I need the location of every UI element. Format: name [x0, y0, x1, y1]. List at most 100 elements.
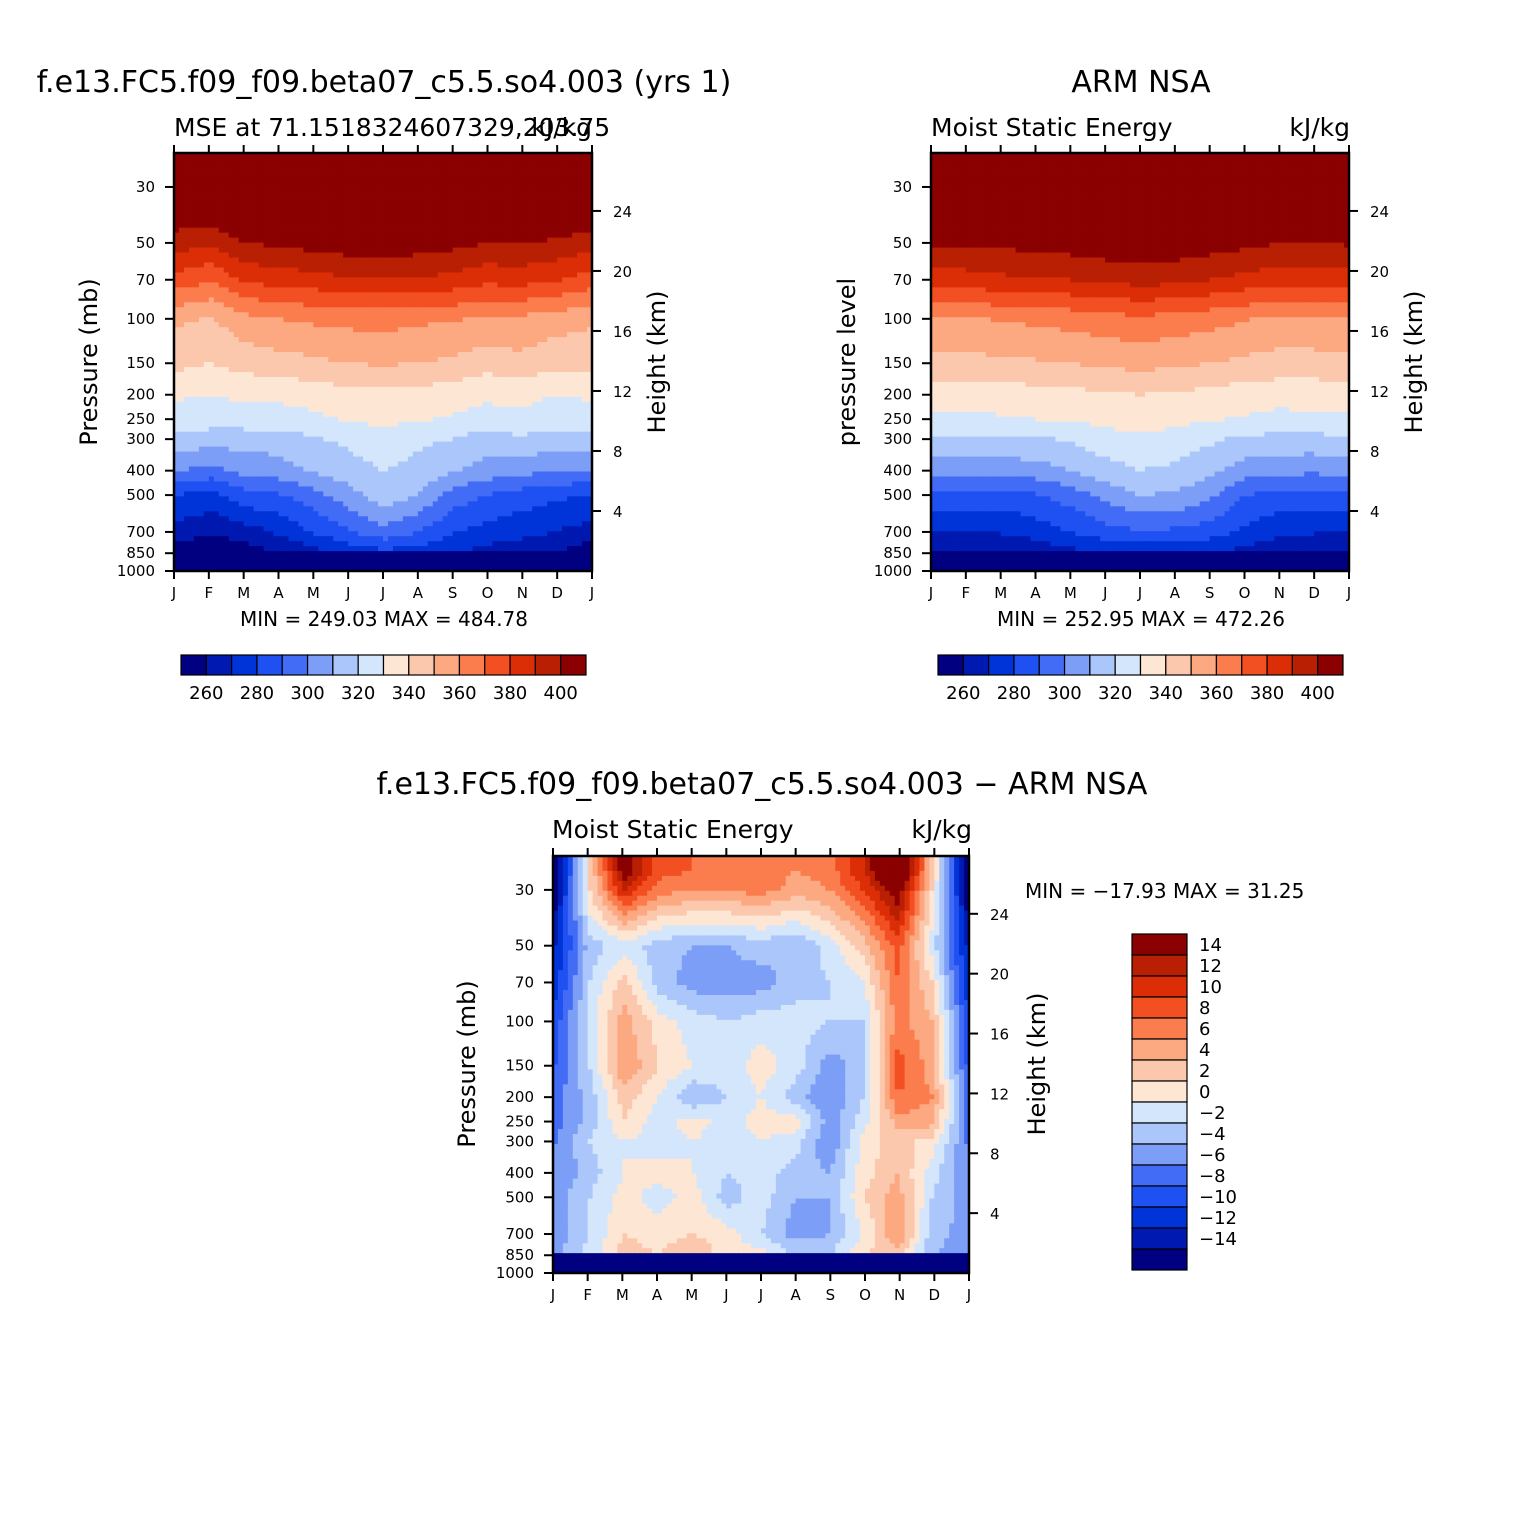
contour-cell: [259, 168, 265, 174]
contour-cell: [204, 382, 210, 388]
contour-cell: [269, 541, 275, 547]
contour-cell: [279, 417, 285, 423]
contour-cell: [224, 272, 230, 278]
contour-cell: [184, 173, 190, 179]
contour-cell: [244, 476, 250, 482]
contour-cell: [219, 521, 225, 527]
contour-cell: [189, 352, 195, 358]
contour-cell: [259, 223, 265, 229]
contour-cell: [239, 282, 245, 288]
contour-cell: [219, 402, 225, 408]
contour-cell: [194, 203, 200, 209]
contour-cell: [279, 307, 285, 313]
contour-cell: [184, 521, 190, 527]
contour-cell: [204, 457, 210, 463]
contour-cell: [239, 347, 245, 353]
contour-cell: [214, 496, 220, 502]
contour-cell: [179, 158, 185, 164]
contour-cell: [279, 462, 285, 468]
contour-cell: [229, 292, 235, 298]
contour-cell: [219, 462, 225, 468]
contour-cell: [179, 501, 185, 507]
contour-cell: [274, 292, 280, 298]
contour-cell: [189, 282, 195, 288]
contour-cell: [224, 228, 230, 234]
contour-cell: [194, 486, 200, 492]
contour-cell: [224, 352, 230, 358]
contour-cell: [259, 312, 265, 318]
contour-cell: [259, 163, 265, 169]
contour-cell: [259, 506, 265, 512]
contour-cell: [199, 258, 205, 264]
contour-cell: [219, 377, 225, 383]
contour-cell: [254, 397, 260, 403]
contour-cell: [204, 297, 210, 303]
contour-cell: [274, 362, 280, 368]
contour-cell: [204, 203, 210, 209]
contour-cell: [224, 203, 230, 209]
contour-cell: [254, 163, 260, 169]
contour-cell: [239, 317, 245, 323]
contour-cell: [189, 526, 195, 532]
contour-cell: [199, 282, 205, 288]
contour-cell: [194, 312, 200, 318]
contour-cell: [269, 267, 275, 273]
contour-cell: [264, 546, 270, 552]
contour-cell: [279, 382, 285, 388]
contour-cell: [274, 233, 280, 239]
contour-cell: [244, 457, 250, 463]
contour-cell: [259, 282, 265, 288]
contour-cell: [179, 178, 185, 184]
contour-cell: [199, 302, 205, 308]
contour-cell: [224, 183, 230, 189]
contour-cell: [224, 402, 230, 408]
contour-cell: [179, 347, 185, 353]
contour-cell: [209, 516, 215, 522]
contour-cell: [239, 476, 245, 482]
contour-cell: [189, 198, 195, 204]
contour-cell: [239, 352, 245, 358]
contour-cell: [219, 183, 225, 189]
contour-cell: [254, 486, 260, 492]
contour-cell: [219, 158, 225, 164]
contour-cell: [254, 158, 260, 164]
contour-cell: [239, 233, 245, 239]
contour-cell: [209, 387, 215, 393]
contour-cell: [274, 163, 280, 169]
contour-cell: [184, 427, 190, 433]
contour-cell: [209, 511, 215, 517]
contour-cell: [229, 516, 235, 522]
contour-cell: [219, 471, 225, 477]
contour-cell: [214, 282, 220, 288]
contour-cell: [259, 536, 265, 542]
contour-cell: [209, 407, 215, 413]
contour-cell: [249, 208, 255, 214]
contour-cell: [184, 511, 190, 517]
contour-cell: [244, 387, 250, 393]
contour-cell: [184, 312, 190, 318]
contour-cell: [244, 173, 250, 179]
contour-cell: [189, 233, 195, 239]
contour-cell: [189, 452, 195, 458]
contour-cell: [239, 392, 245, 398]
contour-cell: [274, 481, 280, 487]
contour-cell: [224, 307, 230, 313]
contour-cell: [189, 437, 195, 443]
contour-cell: [209, 228, 215, 234]
contour-cell: [264, 402, 270, 408]
contour-cell: [179, 541, 185, 547]
contour-cell: [184, 397, 190, 403]
contour-cell: [229, 188, 235, 194]
contour-cell: [214, 397, 220, 403]
contour-cell: [259, 442, 265, 448]
contour-cell: [239, 307, 245, 313]
contour-cell: [249, 486, 255, 492]
contour-cell: [219, 526, 225, 532]
contour-cell: [184, 541, 190, 547]
contour-cell: [199, 203, 205, 209]
contour-cell: [224, 213, 230, 219]
contour-cell: [219, 382, 225, 388]
contour-cell: [219, 387, 225, 393]
contour-cell: [264, 476, 270, 482]
contour-cell: [184, 287, 190, 293]
